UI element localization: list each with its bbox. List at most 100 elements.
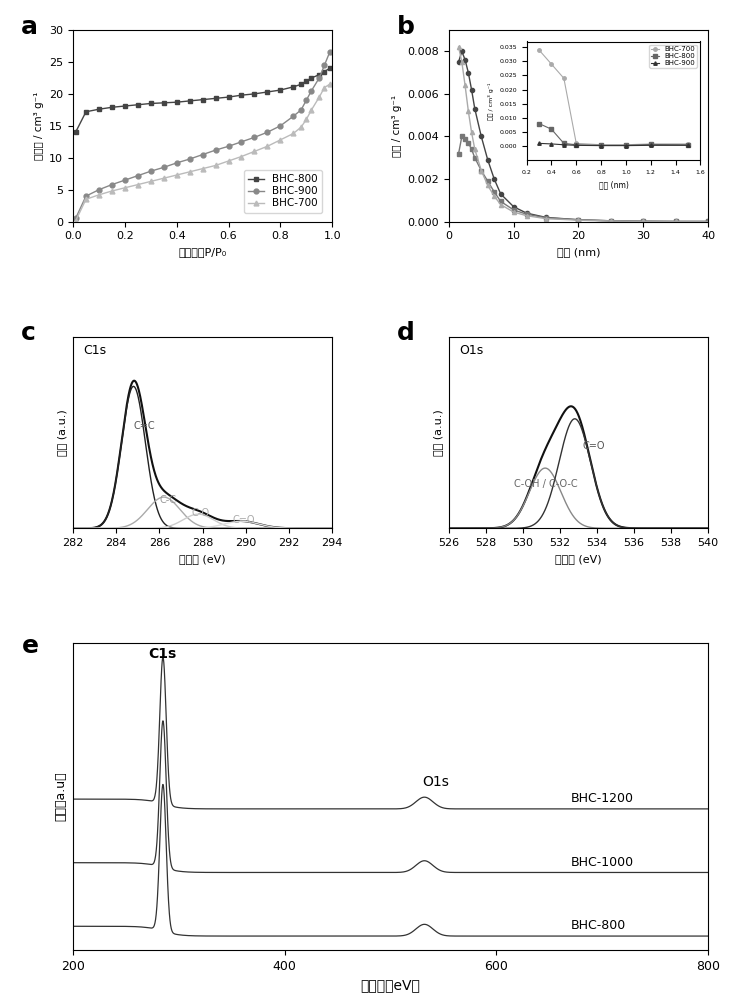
Text: b: b	[397, 15, 415, 39]
BHC-800	[237, 89, 246, 101]
Y-axis label: 强度（a.u）: 强度（a.u）	[55, 772, 67, 821]
BHC-800	[120, 100, 129, 112]
BHC-900	[296, 104, 305, 116]
BHC-700	[172, 169, 181, 181]
BHC-800	[315, 69, 323, 81]
BHC-900	[263, 126, 272, 138]
BHC-900	[134, 170, 142, 182]
BHC-700	[326, 78, 334, 90]
BHC-700	[296, 121, 305, 133]
BHC-700	[72, 215, 80, 227]
BHC-700	[211, 159, 220, 171]
Text: BHC-1200: BHC-1200	[571, 792, 634, 805]
BHC-900	[199, 149, 207, 161]
BHC-900	[320, 59, 328, 71]
BHC-800	[211, 92, 220, 104]
BHC-700	[199, 163, 207, 175]
BHC-900	[172, 157, 181, 169]
BHC-700	[107, 185, 116, 197]
Y-axis label: 强度 (a.u.): 强度 (a.u.)	[58, 409, 67, 456]
Y-axis label: 孔容 / cm³ g⁻¹: 孔容 / cm³ g⁻¹	[392, 95, 402, 157]
BHC-700	[95, 189, 104, 201]
Text: O1s: O1s	[459, 344, 483, 357]
Text: C1s: C1s	[83, 344, 107, 357]
Text: c: c	[21, 321, 36, 345]
BHC-700	[82, 193, 91, 205]
BHC-800	[199, 94, 207, 106]
Text: BHC-1000: BHC-1000	[571, 856, 634, 869]
BHC-800	[172, 96, 181, 108]
BHC-800	[185, 95, 194, 107]
BHC-800	[276, 84, 285, 96]
BHC-700	[289, 127, 298, 139]
Text: C=O: C=O	[233, 515, 256, 525]
BHC-800	[307, 72, 316, 84]
BHC-900	[224, 140, 233, 152]
Text: C=O: C=O	[583, 441, 604, 451]
X-axis label: 相对压力P/P₀: 相对压力P/P₀	[179, 247, 227, 257]
Text: C-OH / C-O-C: C-OH / C-O-C	[514, 479, 577, 489]
BHC-800	[147, 97, 155, 109]
BHC-700	[320, 82, 328, 94]
BHC-800	[72, 126, 80, 138]
X-axis label: 孔径 (nm): 孔径 (nm)	[557, 247, 600, 257]
BHC-900	[120, 174, 129, 186]
BHC-900	[82, 190, 91, 202]
BHC-700	[250, 145, 259, 157]
BHC-900	[326, 46, 334, 58]
BHC-800	[326, 62, 334, 74]
BHC-900	[302, 94, 311, 106]
Line: BHC-700: BHC-700	[73, 82, 332, 223]
BHC-700	[237, 150, 246, 162]
BHC-800	[107, 101, 116, 113]
BHC-900	[250, 131, 259, 143]
BHC-900	[159, 161, 168, 173]
Line: BHC-800: BHC-800	[73, 66, 332, 135]
X-axis label: 结合能（eV）: 结合能（eV）	[361, 978, 420, 992]
Text: C=C: C=C	[134, 421, 155, 431]
BHC-700	[120, 182, 129, 194]
BHC-900	[289, 110, 298, 122]
BHC-900	[107, 179, 116, 191]
BHC-900	[72, 212, 80, 224]
Text: O1s: O1s	[422, 775, 449, 789]
Text: BHC-800: BHC-800	[571, 919, 626, 932]
BHC-800	[320, 66, 328, 78]
X-axis label: 结合能 (eV): 结合能 (eV)	[556, 554, 602, 564]
Text: C-C: C-C	[159, 495, 177, 505]
BHC-700	[315, 91, 323, 103]
BHC-700	[302, 113, 311, 125]
BHC-900	[237, 136, 246, 148]
BHC-900	[276, 120, 285, 132]
BHC-800	[263, 86, 272, 98]
BHC-700	[134, 179, 142, 191]
BHC-900	[95, 184, 104, 196]
BHC-800	[296, 78, 305, 90]
BHC-700	[307, 104, 316, 116]
Text: e: e	[22, 634, 39, 658]
BHC-900	[147, 165, 155, 177]
BHC-800	[95, 103, 104, 115]
BHC-700	[276, 134, 285, 146]
BHC-800	[82, 106, 91, 118]
BHC-900	[211, 144, 220, 156]
Text: C-O: C-O	[192, 508, 210, 518]
BHC-800	[250, 88, 259, 100]
BHC-800	[302, 75, 311, 87]
BHC-800	[289, 81, 298, 93]
BHC-900	[307, 85, 316, 97]
BHC-900	[315, 72, 323, 84]
BHC-800	[159, 97, 168, 109]
BHC-700	[185, 166, 194, 178]
BHC-800	[224, 91, 233, 103]
Legend: BHC-800, BHC-900, BHC-700: BHC-800, BHC-900, BHC-700	[244, 170, 322, 213]
BHC-700	[224, 155, 233, 167]
Y-axis label: 吸附量 / cm³ g⁻¹: 吸附量 / cm³ g⁻¹	[34, 92, 44, 160]
BHC-800	[134, 99, 142, 111]
BHC-900	[185, 153, 194, 165]
Text: d: d	[397, 321, 415, 345]
Y-axis label: 强度 (a.u.): 强度 (a.u.)	[434, 409, 443, 456]
Line: BHC-900: BHC-900	[73, 50, 332, 221]
BHC-700	[159, 172, 168, 184]
X-axis label: 结合能 (eV): 结合能 (eV)	[180, 554, 226, 564]
